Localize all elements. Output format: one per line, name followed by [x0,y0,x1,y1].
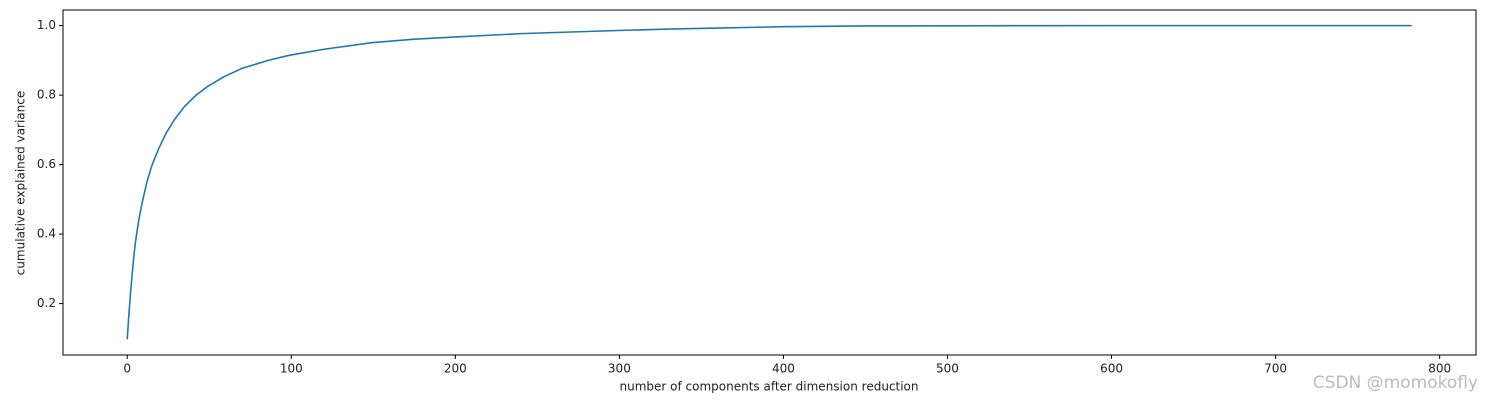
y-axis-label: cumulative explained variance [14,91,28,276]
watermark: CSDN @momokofly [1313,373,1478,393]
line-series [126,24,1412,340]
x-axis-label: number of components after dimension red… [619,380,918,394]
y-tick-label: 0.8 [37,88,56,102]
y-tick-label: 1.0 [37,18,56,32]
plot-frame [62,9,1477,356]
x-tick-label: 600 [1100,362,1123,376]
y-tick-label: 0.4 [37,227,56,241]
y-tick-label: 0.6 [37,157,56,171]
x-tick-label: 500 [936,362,959,376]
x-tick-label: 200 [444,362,467,376]
x-tick-label: 300 [608,362,631,376]
x-tick-label: 100 [280,362,303,376]
x-tick-label: 0 [123,362,131,376]
x-tick-label: 800 [1428,362,1451,376]
x-tick-label: 700 [1264,362,1287,376]
x-tick-label: 400 [772,362,795,376]
y-tick-label: 0.2 [37,296,56,310]
